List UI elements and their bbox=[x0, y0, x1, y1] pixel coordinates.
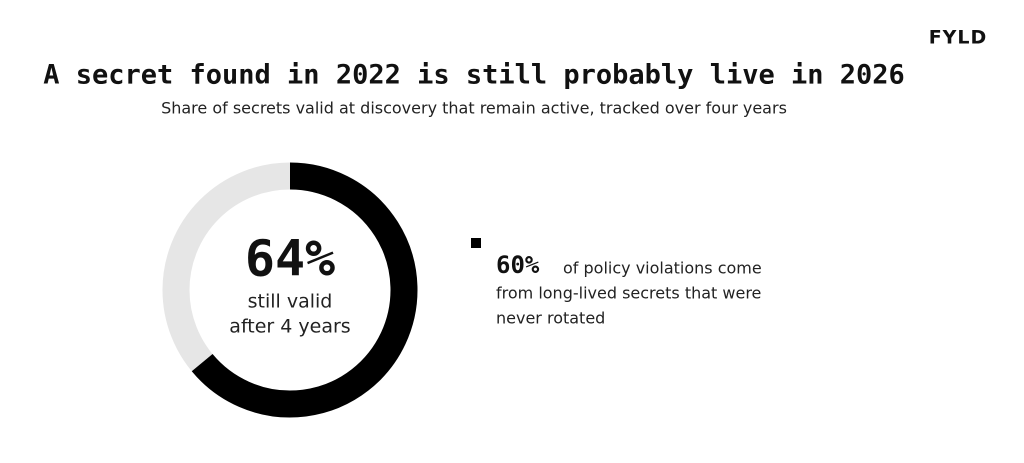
annotation-highlight: 60% bbox=[496, 251, 540, 279]
chart-subtitle: Share of secrets valid at discovery that… bbox=[161, 99, 787, 118]
center-label: still valid bbox=[248, 291, 333, 313]
center-label: after 4 years bbox=[229, 316, 350, 338]
bullet bbox=[471, 238, 481, 248]
annotation-text: never rotated bbox=[496, 309, 605, 328]
donut-arc bbox=[191, 162, 418, 418]
chart-title: A secret found in 2022 is still probably… bbox=[43, 60, 905, 91]
annotation-text: from long-lived secrets that were bbox=[496, 284, 761, 303]
annotation-text: of policy violations come bbox=[563, 259, 762, 278]
logo: FYLD bbox=[929, 27, 988, 49]
center-value: 64% bbox=[245, 230, 335, 288]
